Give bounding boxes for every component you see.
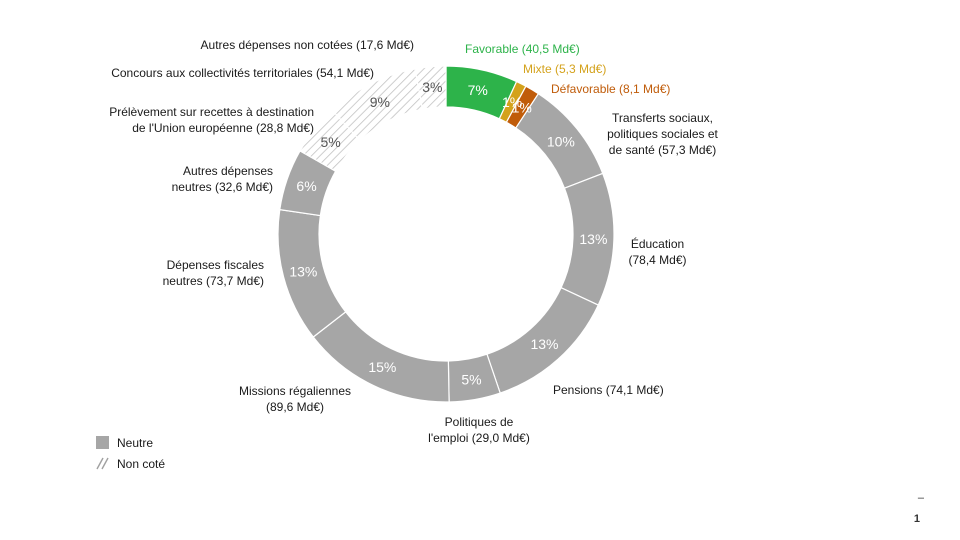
slice-category-label: Concours aux collectivités territoriales… [111,66,374,80]
slice-category-label: Transferts sociaux, politiques sociales … [607,111,718,157]
legend-item-neutre: Neutre [96,436,153,450]
slice-percent-label: 1% [502,94,522,110]
slice-percent-label: 7% [468,82,488,98]
slice-percent-label: 6% [296,178,316,194]
slice-category-label: Mixte (5,3 Md€) [523,62,607,76]
legend-swatch-hatch [96,457,109,470]
slice-category-label: Favorable (40,5 Md€) [465,42,580,56]
page-number: 1 [913,513,920,525]
slice-category-label: Autres dépenses neutres (32,6 Md€) [171,164,273,194]
slice-percent-label: 13% [579,231,607,247]
page-dash: – [917,492,924,504]
slice-percent-label: 13% [530,336,558,352]
slice-percent-label: 9% [370,94,390,110]
slice-percent-label: 13% [289,264,317,280]
slice-percent-label: 3% [422,79,442,95]
slice-percent-label: 5% [461,371,481,387]
legend-swatch-solid [96,436,109,449]
slice-category-label: Missions régaliennes (89,6 Md€) [238,384,352,414]
slice-percent-label: 15% [368,359,396,375]
legend-label: Non coté [117,457,166,471]
donut-slice [414,65,447,110]
slice-category-label: Éducation (78,4 Md€) [628,237,687,267]
slice-percent-label: 1% [512,99,532,115]
slice-category-label: Prélèvement sur recettes à destination d… [109,105,314,135]
legend-label: Neutre [117,436,154,450]
slice-category-label: Dépenses fiscales neutres (73,7 Md€) [162,258,264,288]
legend-item-non-cote: Non coté [96,457,165,471]
slice-category-label: Pensions (74,1 Md€) [553,383,664,397]
slice-percent-label: 10% [547,133,575,149]
slice-category-label: Défavorable (8,1 Md€) [551,82,671,96]
slice-category-label: Autres dépenses non cotées (17,6 Md€) [200,38,414,52]
slice-category-label: Politiques de l'emploi (29,0 Md€) [428,415,530,445]
slice-percent-label: 5% [320,134,340,150]
